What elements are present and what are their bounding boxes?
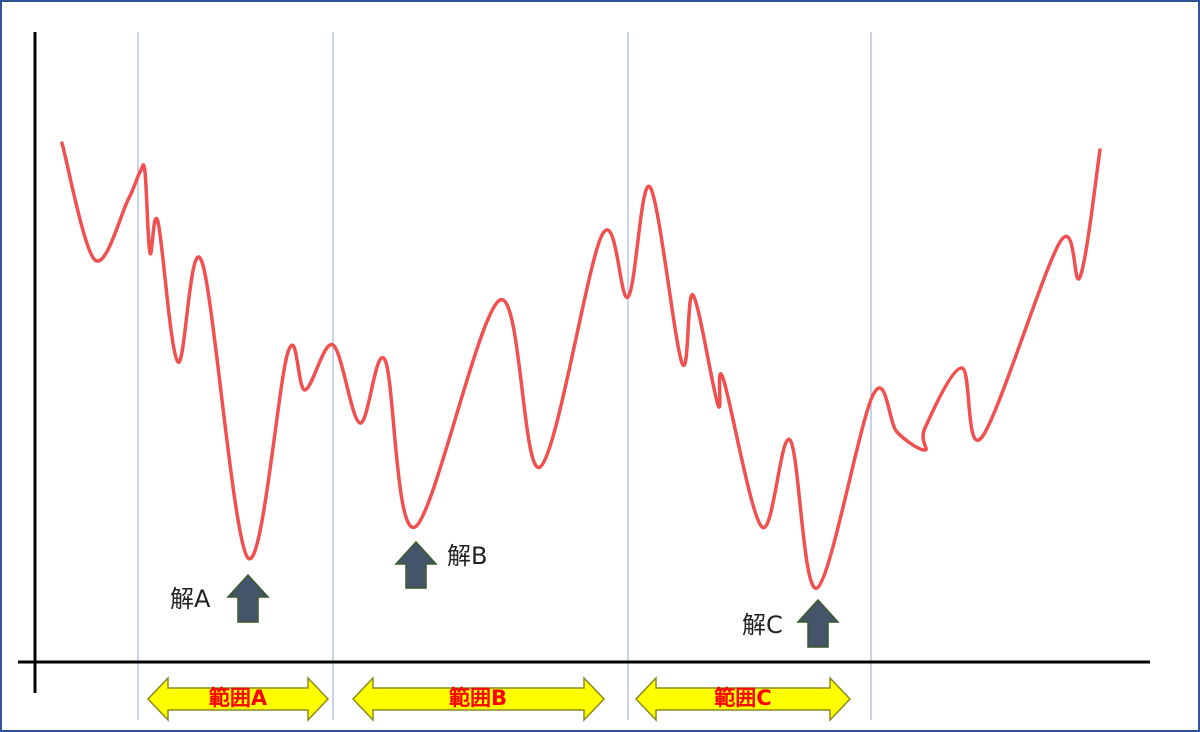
solution-arrows — [226, 540, 840, 648]
objective-curve — [60, 141, 1102, 590]
double-arrow — [351, 676, 606, 722]
range-label: 範囲B — [449, 686, 507, 710]
up-arrow — [796, 598, 840, 648]
range-label: 範囲C — [714, 686, 771, 710]
double-arrow — [146, 676, 330, 722]
solution-label: 解B — [447, 542, 487, 570]
up-arrow — [226, 573, 270, 623]
range-label: 範囲A — [209, 686, 268, 710]
double-arrow — [634, 676, 852, 722]
range-dividers — [137, 32, 872, 720]
range-arrows — [146, 676, 852, 722]
solution-label: 解A — [170, 585, 211, 613]
up-arrow — [394, 540, 438, 589]
solution-label: 解C — [742, 611, 783, 639]
